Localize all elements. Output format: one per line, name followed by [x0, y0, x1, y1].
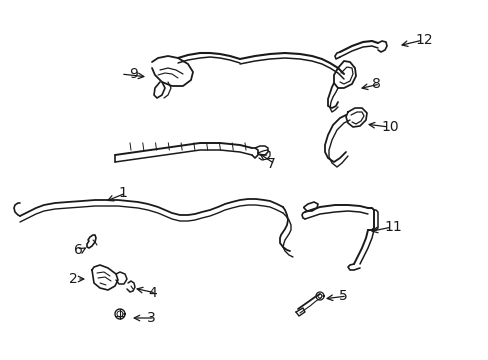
- Text: 10: 10: [380, 120, 398, 134]
- Text: 9: 9: [129, 67, 138, 81]
- Text: 4: 4: [148, 286, 157, 300]
- Text: 8: 8: [371, 77, 380, 91]
- Text: 5: 5: [338, 289, 347, 303]
- Text: 3: 3: [147, 311, 156, 325]
- Text: 2: 2: [69, 272, 78, 286]
- Text: 7: 7: [266, 157, 275, 171]
- Text: 6: 6: [74, 243, 82, 257]
- Text: 11: 11: [383, 220, 401, 234]
- Text: 12: 12: [414, 33, 432, 47]
- Text: 1: 1: [118, 186, 126, 200]
